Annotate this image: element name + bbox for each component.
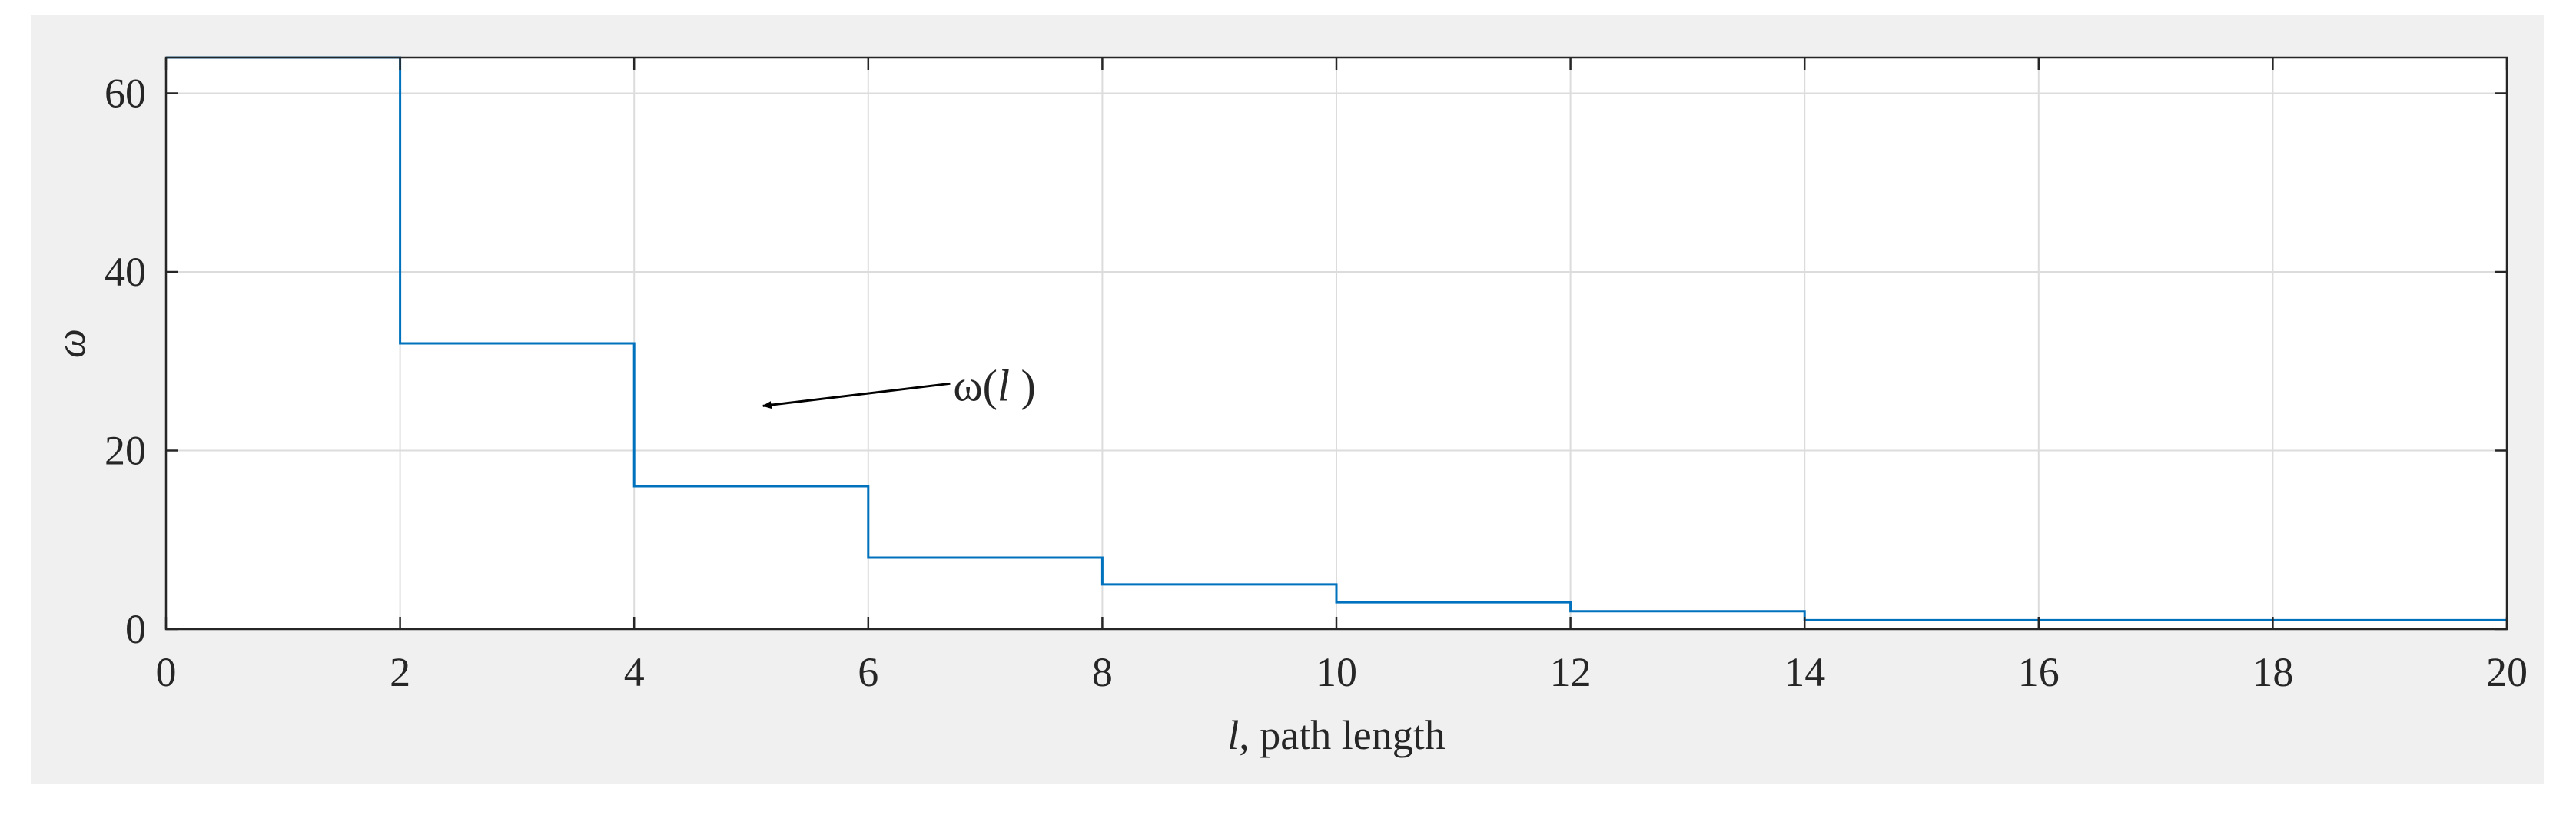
- x-tick-label: 16: [2018, 649, 2060, 695]
- x-tick-label: 12: [1550, 649, 1592, 695]
- x-axis-label-text: , path length: [1239, 712, 1445, 758]
- annotation-arrow: [762, 382, 951, 409]
- y-tick-label: 40: [105, 249, 146, 295]
- x-tick-label: 8: [1092, 649, 1113, 695]
- y-tick-label: 0: [125, 606, 146, 652]
- x-tick-label: 2: [390, 649, 410, 695]
- series-line: [166, 56, 2507, 621]
- x-tick-label: 0: [156, 649, 177, 695]
- tick-labels: 0 2 4 6 8 10 12 14 16 18 20 0 20 40 60: [105, 71, 2528, 696]
- y-axis-label: ω: [48, 329, 94, 358]
- x-axis-label: l, path length: [1227, 712, 1445, 758]
- annotation-prefix: ω(: [953, 360, 998, 410]
- x-tick-label: 6: [858, 649, 878, 695]
- x-tick-label: 4: [624, 649, 645, 695]
- series-layer: [166, 56, 2507, 621]
- annotation-suffix: ): [1010, 360, 1036, 410]
- x-tick-label: 20: [2486, 649, 2528, 695]
- annotation-label: ω(l ): [953, 360, 1035, 410]
- x-axis-label-variable: l: [1227, 712, 1239, 758]
- y-tick-label: 60: [105, 71, 146, 117]
- x-tick-label: 10: [1316, 649, 1357, 695]
- annotation-variable: l: [998, 360, 1010, 410]
- y-tick-label: 20: [105, 428, 146, 474]
- x-tick-label: 18: [2252, 649, 2293, 695]
- x-tick-label: 14: [1784, 649, 1825, 695]
- tick-marks: [164, 58, 2508, 631]
